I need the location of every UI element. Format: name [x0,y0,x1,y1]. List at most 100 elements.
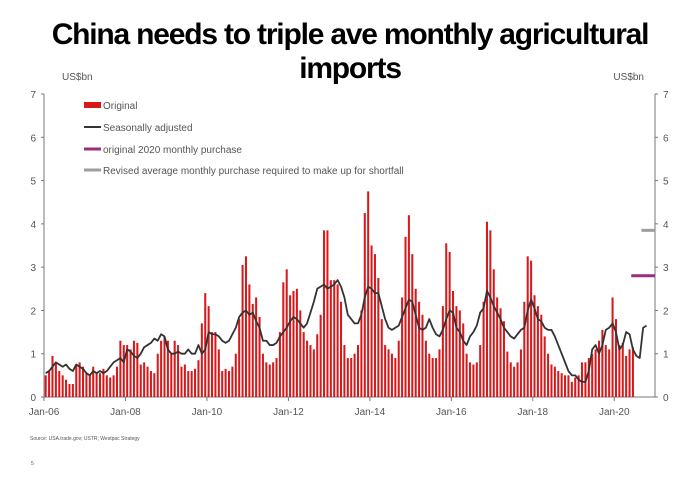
bar-original [628,349,631,397]
bar-original [326,230,329,397]
bar-original [61,375,64,397]
bar-original [122,345,125,397]
bar-original [424,340,427,397]
bar-original [435,358,438,397]
bar-original [540,314,543,397]
x-tick-label: Jan-10 [192,407,223,418]
bar-original [367,191,370,397]
bar-original [387,349,390,397]
bar-original [105,375,108,397]
page-number: 5 [31,461,34,467]
bar-original [289,295,292,397]
bar-original [509,362,512,397]
bar-original [591,353,594,397]
bar-original [333,280,336,397]
bar-original [625,355,628,397]
bar-original [577,375,580,397]
x-tick-label: Jan-08 [110,407,141,418]
y-tick-label-left: 0 [30,393,36,404]
bar-original [346,358,349,397]
bar-original [363,213,366,397]
bar-original [109,377,112,397]
bar-original [102,368,105,397]
bar-original [58,371,61,397]
bar-original [166,340,169,397]
bar-original [611,297,614,397]
bar-original [299,310,302,397]
bar-original [618,345,621,397]
bar-original [177,345,180,397]
y-tick-label-right: 4 [663,220,669,231]
bar-original [594,349,597,397]
bar-original [241,264,244,397]
bar-original [268,364,271,397]
bar-original [261,353,264,397]
bar-original [211,332,214,397]
bar-original [207,306,210,397]
bar-original [285,269,288,397]
bar-original [183,364,186,397]
bar-original [231,366,234,397]
bar-original [82,366,85,397]
source-note: Source: USA.trade.gov; USTR; Westpac Str… [30,436,140,442]
bar-original [75,364,78,397]
page-title: China needs to triple ave monthly agricu… [51,18,650,85]
bar-original [221,371,224,397]
bar-original [343,345,346,397]
bar-original [496,297,499,397]
legend-label-revised: Revised average monthly purchase require… [103,166,404,177]
y-tick-label-left: 2 [30,306,36,317]
bar-original [153,373,156,397]
bar-original [173,340,176,397]
bar-original [92,366,95,397]
bar-original [475,362,478,397]
bar-original [373,254,376,397]
y-tick-label-right: 6 [663,133,669,144]
bar-original [421,314,424,397]
bar-original [78,362,81,397]
bar-original [438,349,441,397]
bar-original [143,362,146,397]
bar-original [54,362,57,397]
bar-original [489,230,492,397]
bar-original [224,368,227,397]
y-tick-label-right: 5 [663,177,669,188]
legend-label-seasonal: Seasonally adjusted [103,123,193,134]
bar-original [323,230,326,397]
bar-original [455,306,458,397]
bar-original [187,371,190,397]
bar-original [156,353,159,397]
bar-original [316,334,319,397]
bar-original [614,319,617,397]
bar-original [499,308,502,397]
y-axis-label-right: US$bn [613,72,644,83]
bar-original [485,221,488,397]
bar-original [149,371,152,397]
bar-original [608,349,611,397]
bar-original [468,362,472,397]
bar-original [377,277,380,397]
bar-original [119,340,122,397]
bar-original [564,375,567,397]
bar-original [370,245,373,397]
bar-original [44,375,47,397]
bar-original [227,371,231,397]
bar-original [553,366,556,397]
legend-label-original: Original [103,101,137,112]
y-tick-label-right: 0 [663,393,669,404]
bar-original [234,353,237,397]
bar-original [68,384,71,397]
bar-original [448,251,451,397]
bar-original [306,340,309,397]
bar-original [282,282,285,397]
bar-original [350,358,353,397]
bar-original [248,284,251,397]
y-tick-label-left: 1 [30,350,36,361]
bar-original [407,215,410,397]
bar-original [516,362,519,397]
x-tick-label: Jan-16 [436,407,467,418]
bar-original [506,351,509,397]
legend-label-original_2020: original 2020 monthly purchase [103,145,242,156]
bar-original [390,353,393,397]
